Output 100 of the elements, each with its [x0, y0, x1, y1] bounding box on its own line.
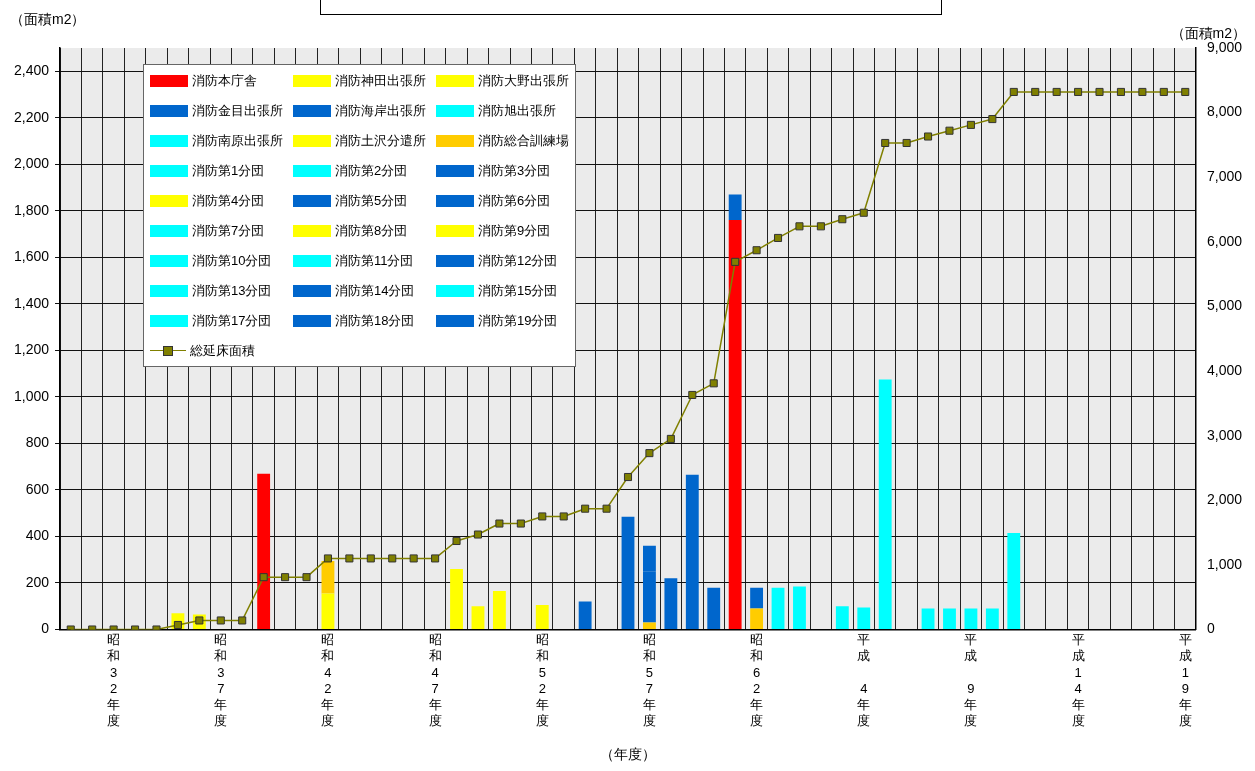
bar [750, 587, 764, 609]
y-tick-label: 2,200 [13, 108, 50, 125]
point [731, 257, 740, 266]
bar [257, 473, 271, 629]
y2-tick-label: 2,000 [1206, 491, 1243, 508]
bar [921, 608, 935, 629]
y-tick-label: 0 [41, 620, 50, 637]
x-tick-label: 昭和42年度 [321, 632, 335, 729]
legend-label: 消防第7分団 [192, 221, 265, 240]
legend-label: 消防土沢分遣所 [335, 131, 426, 150]
x-tick-label: 昭和52年度 [535, 632, 549, 729]
legend-label: 消防総合訓練場 [478, 131, 569, 150]
point [1052, 87, 1061, 96]
point [902, 138, 911, 148]
bar [321, 593, 335, 629]
point [773, 233, 783, 242]
legend-label: 消防旭出張所 [478, 101, 556, 120]
bar [835, 606, 849, 629]
legend-label: 消防海岸出張所 [335, 101, 426, 120]
y-tick-label: 200 [25, 573, 50, 590]
legend-label: 消防第9分団 [478, 221, 551, 240]
legend-label: 消防第13分団 [192, 281, 272, 300]
point [431, 554, 440, 563]
point [666, 434, 675, 443]
y2-axis-title: （面積m2） [1170, 25, 1246, 41]
point [559, 512, 568, 521]
legend-label: 総延床面積 [190, 341, 255, 360]
y-tick-label: 600 [25, 480, 50, 497]
category-label: 平成4年度 [857, 632, 871, 729]
legend-label: 消防第14分団 [335, 281, 415, 300]
y2-tick-label: 0 [1206, 620, 1215, 637]
point [623, 472, 633, 482]
point [388, 554, 397, 563]
y-tick-label: 1,600 [13, 248, 50, 265]
category-label: 平成9年度 [964, 632, 978, 729]
point [1074, 87, 1083, 96]
y2-tick-label: 5,000 [1206, 297, 1243, 314]
bar [771, 587, 785, 629]
point [1095, 87, 1104, 96]
y2-tick-label: 4,000 [1206, 361, 1243, 378]
point [323, 554, 332, 563]
y2-tick-label: 1,000 [1206, 555, 1243, 572]
point [452, 536, 461, 546]
bar [1007, 532, 1021, 629]
bar [728, 194, 742, 221]
point [1181, 87, 1190, 96]
bar [985, 608, 999, 629]
legend-label: 消防第18分団 [335, 311, 415, 330]
legend-label: 消防金目出張所 [192, 101, 283, 120]
point [581, 504, 590, 513]
point [988, 115, 997, 124]
bar [878, 379, 892, 629]
point [538, 512, 547, 521]
point [345, 554, 354, 563]
x-tick-label: 昭和37年度 [214, 632, 228, 729]
point [409, 554, 418, 563]
y-tick-label: 2,400 [13, 62, 50, 79]
point [752, 246, 761, 255]
y2-tick-label: 7,000 [1206, 168, 1243, 185]
bar [535, 605, 549, 629]
point [795, 222, 804, 231]
bar [685, 474, 699, 629]
point [688, 390, 697, 399]
legend-label: 消防第4分団 [192, 191, 265, 210]
point [495, 519, 504, 528]
y-tick-label: 1,800 [13, 201, 50, 218]
x-tick-label: 平成19年度 [1178, 632, 1192, 729]
legend-label: 消防第17分団 [192, 311, 272, 330]
bar [643, 622, 656, 629]
y-tick-label: 400 [25, 527, 50, 544]
legend-label: 消防第3分団 [478, 161, 551, 180]
point [238, 616, 247, 625]
point [838, 215, 847, 224]
y-tick-label: 800 [25, 434, 50, 451]
point [859, 208, 868, 217]
y2-tick-label: 3,000 [1206, 426, 1243, 443]
legend-label: 消防第19分団 [478, 311, 558, 330]
bar [964, 608, 978, 629]
point [924, 132, 933, 141]
point [516, 519, 525, 528]
point [816, 222, 825, 231]
legend-label: 消防神田出張所 [335, 71, 426, 90]
point [259, 573, 268, 582]
bar [793, 586, 806, 629]
y-tick-label: 1,400 [13, 294, 50, 311]
legend-label: 消防第12分団 [478, 251, 558, 270]
y-axis-title: （面積m2） [10, 11, 86, 27]
x-tick-label: 平成14年度 [1071, 632, 1085, 729]
point [366, 554, 375, 563]
x-tick-label: 昭和32年度 [107, 632, 121, 729]
bar [578, 601, 592, 629]
y-tick-label: 2,000 [13, 155, 50, 172]
y-tick-label: 1,000 [13, 387, 50, 404]
point [1159, 87, 1168, 96]
point [709, 379, 718, 388]
point [966, 120, 975, 129]
legend-label: 消防第15分団 [478, 281, 558, 300]
point [645, 449, 654, 458]
legend-label: 消防第2分団 [335, 161, 408, 180]
legend-label: 消防南原出張所 [192, 131, 283, 150]
